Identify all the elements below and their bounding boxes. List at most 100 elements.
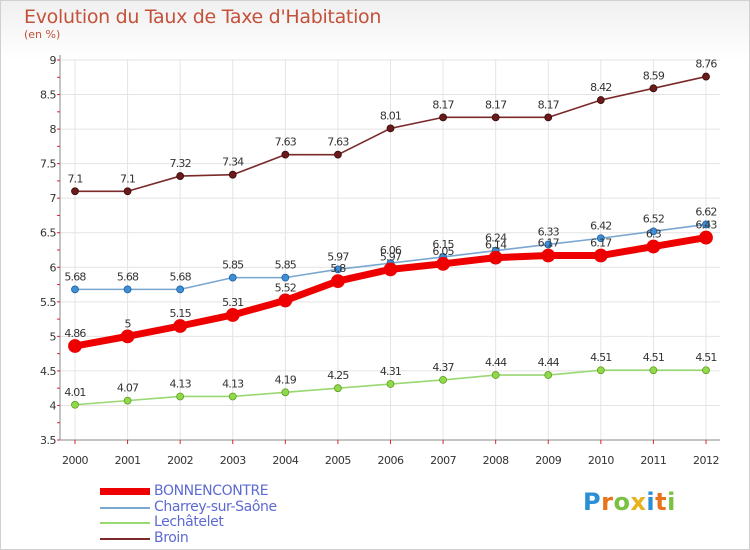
logo-letter: t [655,488,668,516]
data-label-lechatelet: 4.51 [590,351,611,364]
data-label-lechatelet: 4.07 [117,382,139,395]
x-tick-label: 2005 [325,454,351,467]
data-label-broin: 8.42 [590,81,611,94]
data-label-lechatelet: 4.37 [432,361,454,374]
data-label-broin: 7.34 [222,156,244,169]
data-point-broin [281,150,290,159]
data-label-bonnencontre: 6.17 [590,237,612,250]
data-point-lechatelet [649,366,658,375]
legend-label: Broin [154,529,189,546]
data-point-charrey [649,227,658,236]
data-point-broin [386,124,395,133]
x-tick-label: 2008 [483,454,509,467]
proxiti-logo: Proxiti [583,488,676,516]
data-point-bonnencontre [173,319,188,333]
x-tick-label: 2010 [588,454,614,467]
data-point-bonnencontre [383,262,398,277]
data-label-charrey: 6.52 [643,212,664,225]
data-point-broin [123,187,132,196]
data-label-bonnencontre: 5.15 [170,307,192,320]
data-label-charrey: 6.62 [695,205,716,218]
data-label-bonnencontre: 6.3 [646,228,662,241]
data-point-bonnencontre [488,250,503,265]
data-label-bonnencontre: 6.43 [695,219,717,232]
data-point-broin [439,113,447,122]
data-point-charrey [228,273,237,282]
data-label-lechatelet: 4.51 [643,351,664,364]
data-point-lechatelet [596,366,605,375]
data-point-charrey [702,220,710,229]
data-point-broin [334,150,342,159]
data-label-charrey: 5.85 [222,259,244,272]
data-point-bonnencontre [646,239,661,254]
y-tick-label: 7 [50,192,57,205]
data-label-lechatelet: 4.25 [327,369,349,382]
data-label-lechatelet: 4.44 [538,356,560,369]
data-point-lechatelet [439,375,447,384]
logo-letter: i [646,488,656,516]
data-point-broin [596,96,605,104]
data-label-bonnencontre: 5.97 [380,250,402,263]
legend-label: Charrey-sur-Saône [154,498,277,515]
data-label-lechatelet: 4.51 [695,351,716,364]
data-label-broin: 8.17 [538,98,560,111]
data-label-lechatelet: 4.01 [64,386,85,399]
data-label-broin: 8.01 [380,109,401,122]
logo-letter: i [667,488,676,516]
x-tick-label: 2011 [640,454,666,467]
chart-title: Evolution du Taux de Taxe d'Habitation [24,6,382,28]
data-point-broin [71,187,79,196]
data-label-bonnencontre: 5.31 [222,296,243,309]
data-label-lechatelet: 4.31 [380,365,401,378]
data-point-broin [176,172,185,180]
data-point-broin [702,72,710,81]
y-tick-label: 7.5 [40,158,56,171]
data-point-bonnencontre [541,248,556,263]
data-point-lechatelet [702,366,710,375]
x-tick-label: 2006 [378,454,404,467]
data-point-charrey [123,285,132,294]
legend-label: Lechâtelet [154,514,224,530]
data-point-bonnencontre [278,293,293,308]
legend-swatch [100,488,150,495]
data-point-lechatelet [71,400,79,409]
data-label-lechatelet: 4.13 [222,377,244,390]
legend-swatch [100,537,150,540]
y-tick-label: 3.5 [40,434,56,447]
data-label-charrey: 6.06 [380,244,402,257]
data-label-lechatelet: 4.44 [485,356,507,369]
data-point-bonnencontre [699,230,713,245]
data-label-bonnencontre: 5 [124,317,131,330]
data-point-lechatelet [228,392,237,401]
x-tick-label: 2002 [167,454,193,467]
y-tick-label: 6.5 [40,227,56,240]
data-point-lechatelet [281,388,290,397]
unit-label: (en %) [24,28,61,41]
data-point-lechatelet [386,380,395,388]
legend-swatch [100,522,150,524]
data-label-lechatelet: 4.13 [170,377,192,390]
x-tick-label: 2004 [272,454,298,467]
data-point-charrey [281,273,290,282]
data-label-charrey: 5.85 [275,259,297,272]
data-labels: 7.1 7.1 7.32 7.34 7.63 7.63 8.01 8.17 8.17 8.17 8.… [64,58,718,399]
data-label-charrey: 5.68 [64,270,86,283]
logo-letter: P [583,488,602,516]
logo-letter: o [613,488,631,516]
data-point-bonnencontre [225,308,240,322]
data-label-charrey: 6.24 [485,232,507,245]
data-label-charrey: 6.15 [432,238,454,251]
data-point-broin [228,170,237,179]
data-label-charrey: 5.68 [117,270,139,283]
x-tick-label: 2009 [535,454,561,467]
y-tick-label: 4 [50,399,57,412]
data-label-bonnencontre: 6.17 [538,237,560,250]
data-point-broin [649,84,658,93]
data-point-bonnencontre [331,274,345,288]
grid [60,59,720,441]
data-point-bonnencontre [436,256,450,271]
data-point-bonnencontre [593,248,608,263]
y-tick-label: 5 [50,330,57,343]
